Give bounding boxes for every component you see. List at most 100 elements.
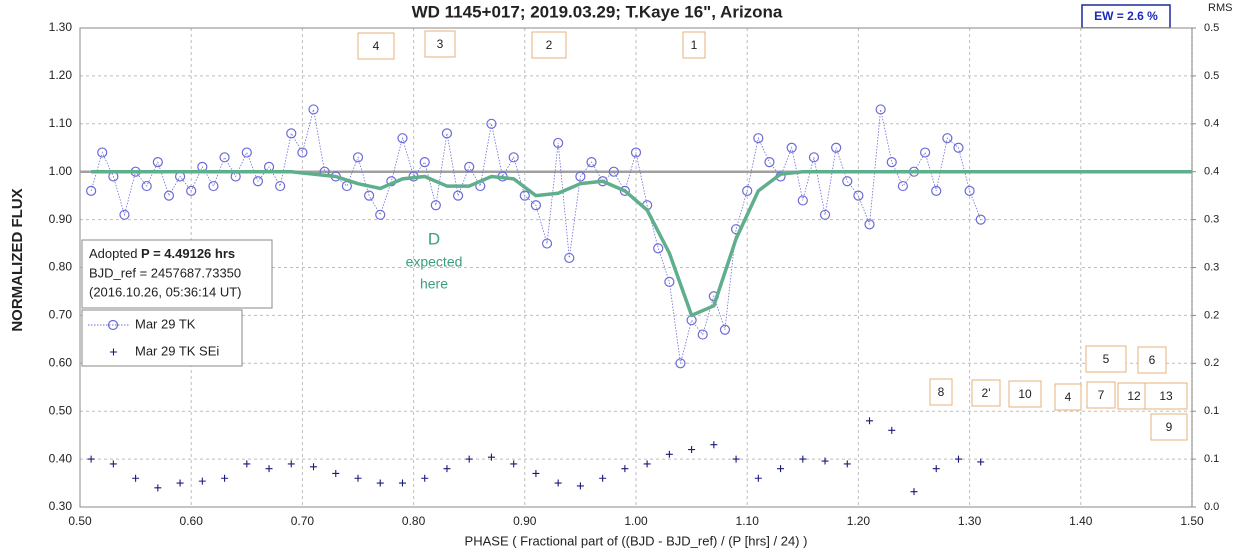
data-point — [176, 479, 184, 487]
note: here — [420, 276, 448, 292]
data-point — [599, 474, 607, 482]
x-tick-label: 1.10 — [736, 514, 760, 528]
info-period: P = 4.49126 hrs — [141, 246, 235, 261]
data-point — [665, 450, 673, 458]
legend-marker — [107, 319, 119, 331]
data-point — [754, 474, 762, 482]
data-point — [630, 147, 642, 158]
data-point — [621, 465, 629, 473]
y-tick-label: 0.40 — [49, 451, 73, 465]
annotation-label: 12 — [1127, 389, 1141, 403]
data-point — [487, 453, 495, 461]
legend-label: Mar 29 TK SEi — [135, 343, 219, 358]
data-point — [742, 185, 753, 196]
data-point — [732, 455, 740, 463]
annotation-box — [1086, 381, 1116, 409]
y-tick-label: 1.10 — [49, 116, 73, 130]
data-point — [464, 161, 475, 173]
data-point — [541, 238, 553, 249]
y-tick-label: 1.30 — [49, 20, 73, 34]
data-point — [376, 479, 384, 487]
annotation-label: 4 — [1065, 390, 1072, 404]
data-point — [664, 276, 675, 287]
data-point — [564, 252, 575, 264]
y2-tick-label: 0.5 — [1204, 22, 1219, 34]
data-point — [265, 465, 273, 473]
data-point — [688, 446, 696, 454]
annotation-box — [929, 378, 953, 406]
info-box — [81, 239, 273, 309]
model-curve — [91, 169, 1192, 318]
data-point — [354, 474, 362, 482]
data-point — [441, 128, 453, 139]
data-point — [510, 460, 518, 468]
data-point — [86, 185, 97, 196]
legend-marker — [110, 348, 117, 356]
y2-tick-label: 0.3 — [1204, 214, 1219, 226]
data-point — [132, 474, 140, 482]
data-point — [764, 157, 775, 168]
data-point — [942, 133, 953, 144]
data-point — [154, 484, 162, 492]
data-point — [853, 190, 864, 201]
x-tick-label: 0.60 — [180, 514, 204, 528]
data-point — [554, 479, 562, 487]
annotation-label: 10 — [1018, 387, 1032, 401]
data-point — [465, 455, 473, 463]
data-point — [519, 190, 530, 201]
data-point — [576, 482, 584, 490]
data-point — [864, 219, 875, 230]
data-point — [141, 180, 152, 192]
data-point — [163, 190, 175, 201]
x-tick-label: 1.50 — [1180, 514, 1204, 528]
data-point — [575, 171, 586, 182]
y-tick-label: 0.30 — [49, 499, 73, 513]
annotation-label: 6 — [1149, 353, 1156, 367]
x-tick-label: 1.30 — [958, 514, 982, 528]
annotation-box — [1008, 380, 1042, 408]
plot-border — [79, 27, 1193, 508]
x-tick-label: 0.80 — [402, 514, 426, 528]
y2-tick-label: 0.5 — [1204, 70, 1219, 82]
y2-tick-label: 0.4 — [1204, 118, 1219, 130]
data-point — [586, 157, 597, 168]
data-point — [87, 455, 95, 463]
data-point — [443, 465, 451, 473]
data-point — [977, 458, 985, 466]
x-tick-label: 0.70 — [291, 514, 315, 528]
data-point — [198, 477, 206, 485]
data-point — [875, 104, 886, 115]
data-point — [352, 152, 364, 163]
data-point — [886, 157, 897, 168]
annotation-label: 13 — [1159, 389, 1173, 403]
data-point — [508, 152, 519, 163]
data-point — [866, 417, 874, 425]
data-point — [843, 460, 851, 468]
data-point — [297, 147, 308, 158]
data-point — [697, 329, 708, 340]
annotation-label: 4 — [373, 39, 380, 53]
data-point — [97, 147, 108, 158]
data-point — [719, 324, 731, 335]
y2-tick-label: 0.3 — [1204, 261, 1219, 273]
data-point — [777, 465, 785, 473]
data-point — [797, 195, 808, 206]
y-tick-label: 0.70 — [49, 308, 73, 322]
annotation-label: 2 — [546, 38, 553, 52]
info-line: Adopted P = 4.49126 hrs — [89, 246, 235, 261]
annotation-box — [682, 31, 706, 59]
annotation-box — [1150, 413, 1188, 441]
data-point — [310, 463, 318, 471]
data-point — [252, 176, 264, 187]
annotation-label: 5 — [1103, 352, 1110, 366]
annotation-box — [1054, 383, 1082, 411]
info-prefix: Adopted — [89, 246, 141, 261]
data-point — [419, 157, 430, 168]
legend-label: Mar 29 TK — [135, 316, 196, 331]
data-point — [186, 185, 197, 196]
data-point — [287, 460, 295, 468]
data-point — [486, 118, 497, 129]
data-point — [920, 147, 931, 158]
data-point — [675, 358, 686, 369]
data-point — [375, 209, 386, 220]
